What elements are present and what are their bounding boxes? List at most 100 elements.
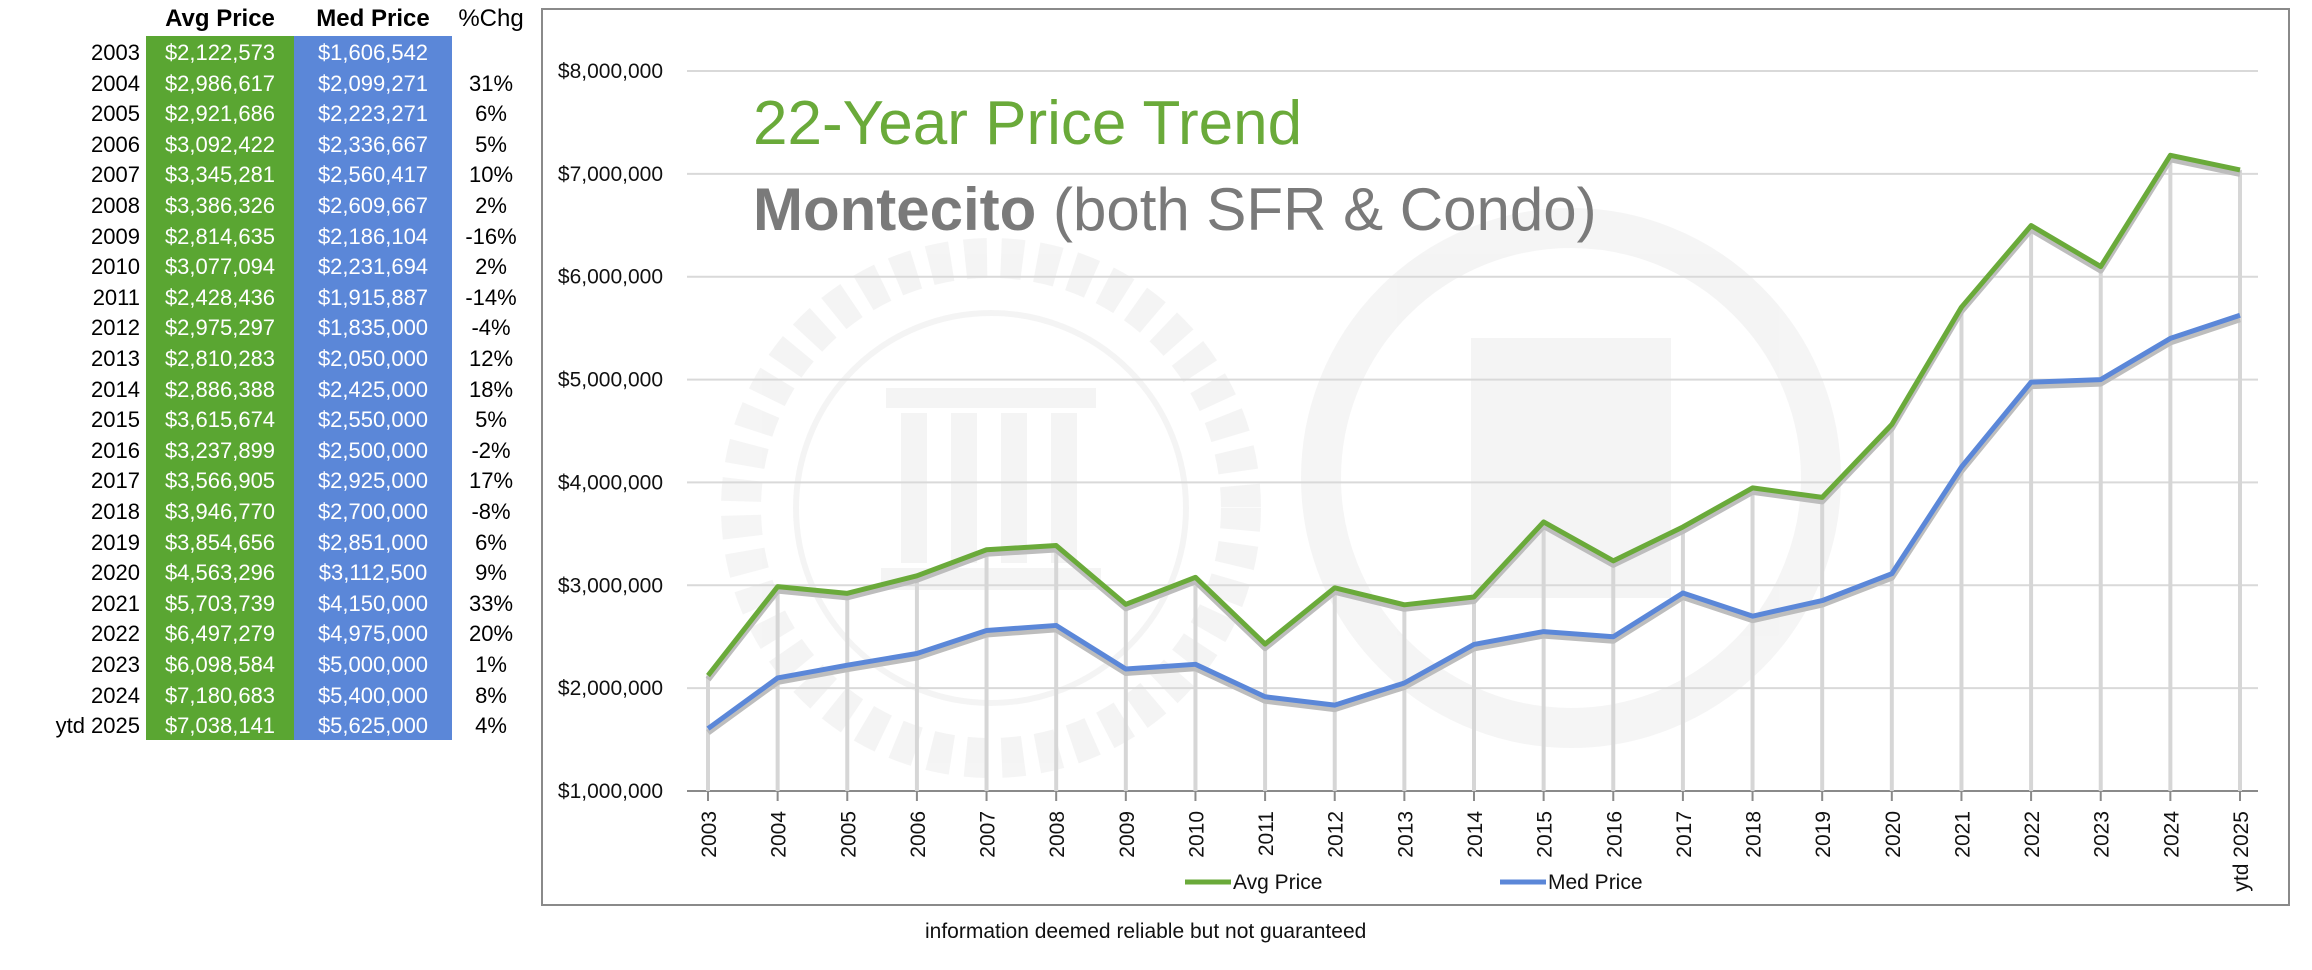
- x-tick-label: ytd 2025: [2230, 811, 2253, 892]
- cell-med: $2,231,694: [317, 254, 429, 280]
- cell-year: 2003: [91, 40, 140, 65]
- cell-year: 2013: [91, 346, 140, 371]
- y-tick-label: $8,000,000: [558, 60, 663, 83]
- cell-chg: -2%: [471, 437, 511, 463]
- cell-avg: $2,986,617: [164, 70, 276, 96]
- series-shadow: [706, 316, 2241, 736]
- x-tick-label: 2009: [1116, 811, 1139, 858]
- cell-chg: 20%: [468, 621, 514, 647]
- x-tick-label: 2017: [1673, 811, 1696, 858]
- cell-avg: $3,946,770: [164, 499, 276, 524]
- cell-avg: $2,810,283: [164, 346, 276, 371]
- cell-year: 2018: [91, 499, 140, 524]
- y-tick-label: $1,000,000: [558, 780, 663, 803]
- cell-avg: $3,092,422: [164, 131, 276, 157]
- cell-med: $2,851,000: [317, 529, 429, 555]
- pct-change-header: %Chg: [458, 5, 524, 32]
- cell-avg: $3,345,281: [164, 162, 276, 188]
- cell-chg: -4%: [471, 315, 511, 341]
- avg-price-column-bg: [146, 36, 294, 740]
- x-tick-label: 2008: [1046, 811, 1069, 858]
- y-tick-label: $2,000,000: [558, 677, 663, 700]
- x-tick-label: 2016: [1603, 811, 1626, 858]
- x-tick-label: 2010: [1185, 811, 1208, 858]
- legend: Avg Price Med Price: [1185, 871, 1643, 894]
- y-tick-label: $4,000,000: [558, 471, 663, 494]
- cell-chg: 12%: [468, 346, 514, 371]
- legend-label: Avg Price: [1233, 871, 1323, 894]
- cell-avg: $2,428,436: [164, 284, 276, 310]
- chart-frame: [541, 8, 2290, 906]
- cell-chg: 1%: [475, 652, 507, 677]
- x-tick-label: 2007: [977, 811, 1000, 858]
- cell-med: $2,925,000: [317, 468, 429, 494]
- cell-chg: 9%: [475, 560, 507, 586]
- x-tick-label: 2022: [2021, 811, 2044, 858]
- cell-year: 2017: [91, 468, 140, 494]
- cell-chg: 5%: [475, 407, 507, 433]
- cell-avg: $2,886,388: [164, 376, 276, 402]
- x-tick-label: 2024: [2160, 811, 2183, 858]
- cell-med: $1,606,542: [317, 40, 429, 65]
- cell-avg: $7,038,141: [164, 713, 276, 739]
- title-line-1: 22-Year Price Trend: [753, 89, 1302, 158]
- series-shadow: [705, 156, 2241, 682]
- cell-med: $2,186,104: [317, 223, 429, 249]
- cell-med: $2,336,667: [317, 131, 429, 157]
- disclaimer-text: information deemed reliable but not guar…: [925, 920, 1367, 943]
- cell-year: 2006: [91, 131, 140, 157]
- cell-med: $2,560,417: [317, 162, 429, 188]
- cell-med: $2,550,000: [317, 407, 429, 433]
- cell-chg: 2%: [475, 193, 507, 218]
- cell-chg: -14%: [465, 284, 517, 310]
- cell-avg: $2,975,297: [164, 315, 276, 341]
- y-tick-label: $7,000,000: [558, 163, 663, 186]
- med-price-header: Med Price: [316, 5, 430, 32]
- x-tick-label: 2005: [837, 811, 860, 858]
- x-tick-label: 2018: [1743, 811, 1766, 858]
- series-line-1: [706, 312, 2241, 731]
- cell-med: $2,500,000: [317, 437, 429, 463]
- y-tick-label: $5,000,000: [558, 369, 663, 392]
- cell-chg: 17%: [468, 468, 514, 494]
- cell-avg: $3,386,326: [164, 193, 276, 218]
- cell-avg: $3,077,094: [164, 254, 276, 280]
- cell-med: $4,975,000: [317, 621, 429, 647]
- cell-chg: 6%: [475, 529, 507, 555]
- x-tick-label: 2013: [1394, 811, 1417, 858]
- avg-price-header: Avg Price: [165, 5, 275, 32]
- cell-year: 2024: [91, 682, 140, 708]
- cell-year: 2016: [91, 437, 140, 463]
- cell-year: 2023: [91, 652, 140, 677]
- x-axis: 2003 2004 2005 2006 2007 2008 2009 2010 2011 2012…: [687, 790, 2258, 892]
- cell-year: 2010: [91, 254, 140, 280]
- cell-year: 2011: [92, 284, 140, 310]
- y-tick-label: $6,000,000: [558, 266, 663, 289]
- cell-chg: 2%: [475, 254, 507, 280]
- cell-chg: 4%: [475, 713, 507, 739]
- price-trend-chart: $1,000,000 $2,000,000 $3,000,000 $4,000,000…: [558, 60, 2258, 894]
- med-price-column-bg: [294, 36, 452, 740]
- x-tick-label: 2015: [1534, 811, 1557, 858]
- cell-chg: 8%: [475, 682, 507, 708]
- cell-year: 2020: [91, 560, 140, 586]
- cell-med: $2,223,271: [317, 101, 429, 127]
- cell-year: 2022: [91, 621, 140, 647]
- title-line-2: Montecito (both SFR & Condo): [753, 176, 1597, 243]
- cell-avg: $4,563,296: [164, 560, 276, 586]
- y-tick-label: $3,000,000: [558, 574, 663, 597]
- cell-year: 2019: [91, 529, 140, 555]
- cell-avg: $7,180,683: [164, 682, 276, 708]
- cell-med: $1,915,887: [317, 284, 429, 310]
- cell-avg: $6,497,279: [164, 621, 276, 647]
- watermark-logo: [721, 208, 1841, 778]
- cell-chg: 5%: [475, 131, 507, 157]
- cell-year: 2007: [91, 162, 140, 188]
- cell-med: $2,425,000: [317, 376, 429, 402]
- x-tick-label: 2003: [698, 811, 721, 858]
- cell-avg: $6,098,584: [164, 652, 276, 677]
- cell-avg: $2,921,686: [164, 101, 276, 127]
- cell-med: $2,099,271: [317, 70, 429, 96]
- x-tick-label: 2011: [1255, 811, 1278, 856]
- y-axis: $1,000,000 $2,000,000 $3,000,000 $4,000,000…: [558, 60, 663, 803]
